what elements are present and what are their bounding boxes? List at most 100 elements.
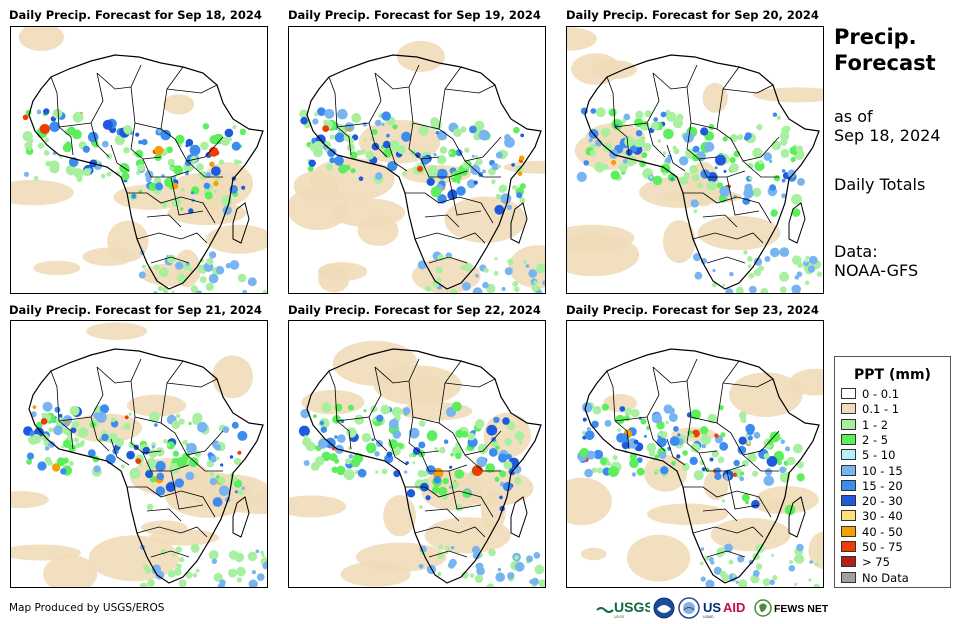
rain-cell bbox=[154, 145, 164, 155]
rain-cell bbox=[87, 131, 99, 143]
rain-cell bbox=[210, 455, 218, 463]
rain-cell bbox=[32, 405, 37, 409]
rain-cell bbox=[514, 430, 525, 441]
rain-cell bbox=[329, 134, 335, 140]
rain-cell bbox=[200, 141, 209, 151]
country-border bbox=[166, 84, 218, 94]
rain-cell bbox=[52, 108, 63, 119]
rain-cell bbox=[665, 420, 669, 425]
rain-cell bbox=[99, 404, 110, 414]
rain-cell bbox=[371, 438, 375, 442]
dry-area bbox=[86, 322, 148, 340]
rain-cell bbox=[175, 134, 185, 145]
rain-cell bbox=[215, 456, 220, 461]
rain-cell bbox=[448, 151, 452, 155]
rain-cell bbox=[732, 574, 736, 578]
rain-cell bbox=[591, 467, 598, 473]
rain-cell bbox=[101, 140, 109, 148]
rain-cell bbox=[502, 417, 510, 425]
rain-cell bbox=[748, 285, 757, 293]
rain-cell bbox=[420, 171, 424, 175]
rain-cell bbox=[35, 421, 43, 429]
rain-cell bbox=[494, 257, 498, 261]
rain-cell bbox=[160, 129, 171, 141]
rain-cell bbox=[436, 168, 448, 180]
rain-cell bbox=[808, 255, 818, 265]
rain-cell bbox=[640, 418, 647, 425]
rain-cell bbox=[763, 152, 772, 161]
rain-cell bbox=[380, 404, 391, 415]
rain-cell bbox=[121, 464, 125, 469]
rain-cell bbox=[657, 139, 662, 143]
country-border bbox=[698, 158, 746, 178]
rain-cell bbox=[517, 171, 523, 176]
logo-strip: USGS USGS US AID USAID FEWS NET bbox=[596, 597, 828, 619]
country-border bbox=[414, 526, 486, 538]
rain-cell bbox=[747, 162, 754, 169]
rain-cell bbox=[712, 282, 717, 288]
rain-cell bbox=[516, 192, 523, 199]
rain-cell bbox=[752, 187, 762, 197]
dry-area bbox=[11, 544, 82, 561]
rain-cell bbox=[623, 113, 631, 121]
rain-cell bbox=[147, 457, 156, 467]
rain-cell bbox=[752, 569, 760, 577]
rain-cell bbox=[629, 453, 637, 461]
rain-cell bbox=[720, 432, 726, 438]
rain-cell bbox=[677, 433, 681, 437]
rain-cell bbox=[163, 439, 168, 444]
rain-cell bbox=[437, 571, 442, 577]
legend-title: PPT (mm) bbox=[854, 367, 931, 383]
rain-cell bbox=[716, 547, 726, 557]
rain-cell bbox=[128, 412, 132, 416]
rain-cell bbox=[499, 470, 506, 478]
rain-cell bbox=[693, 209, 698, 214]
rain-cell bbox=[264, 560, 267, 568]
rain-cell bbox=[365, 150, 374, 160]
rain-cell bbox=[236, 577, 243, 583]
precip-map bbox=[289, 340, 545, 587]
rain-cell bbox=[666, 111, 677, 122]
rain-cell bbox=[455, 503, 463, 512]
country-border bbox=[368, 122, 388, 158]
rain-cell bbox=[620, 433, 630, 443]
legend-label: 10 - 15 bbox=[862, 463, 903, 478]
country-border bbox=[722, 84, 774, 94]
rain-cell bbox=[260, 550, 264, 555]
rain-cell bbox=[769, 159, 773, 163]
rain-cell bbox=[737, 134, 744, 141]
rain-cell bbox=[178, 579, 187, 587]
rain-cell bbox=[26, 458, 32, 465]
rain-cell bbox=[763, 453, 770, 460]
rain-cell bbox=[190, 285, 199, 293]
rain-cell bbox=[534, 564, 545, 575]
rain-cell bbox=[498, 453, 508, 463]
rain-cell bbox=[219, 579, 226, 586]
rain-cell bbox=[262, 290, 267, 293]
country-border bbox=[444, 378, 496, 388]
country-border bbox=[614, 366, 660, 422]
dry-area bbox=[332, 340, 418, 386]
legend-label: 0.1 - 1 bbox=[862, 402, 900, 417]
rain-cell bbox=[241, 486, 245, 490]
rain-cell bbox=[129, 467, 141, 479]
svg-text:US: US bbox=[703, 600, 721, 615]
rain-cell bbox=[743, 135, 750, 141]
rain-cell bbox=[701, 467, 706, 472]
rain-cell bbox=[222, 205, 232, 215]
rain-cell bbox=[87, 449, 96, 457]
country-border bbox=[136, 526, 208, 538]
precip-map bbox=[289, 40, 545, 293]
legend-label: 0 - 0.1 bbox=[862, 387, 900, 401]
rain-cell bbox=[435, 266, 443, 274]
rain-cell bbox=[415, 152, 421, 158]
dry-area bbox=[703, 470, 729, 500]
rain-cell bbox=[622, 158, 628, 164]
rain-cell bbox=[723, 169, 727, 173]
rain-cell bbox=[233, 478, 237, 482]
rain-cell bbox=[531, 284, 538, 291]
rain-cell bbox=[412, 461, 416, 465]
rain-cell bbox=[177, 273, 187, 283]
rain-cell bbox=[324, 108, 335, 119]
rain-cell bbox=[644, 110, 652, 118]
